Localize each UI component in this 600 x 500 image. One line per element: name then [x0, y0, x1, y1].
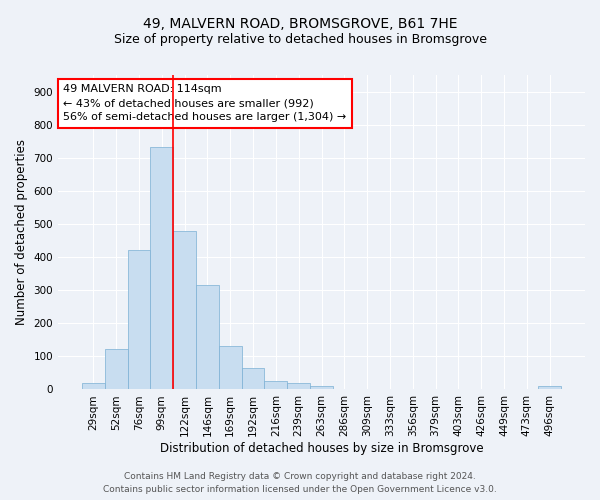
Text: Size of property relative to detached houses in Bromsgrove: Size of property relative to detached ho… [113, 32, 487, 46]
Bar [287, 383, 310, 390]
Bar [196, 285, 219, 390]
Text: Contains HM Land Registry data © Crown copyright and database right 2024.
Contai: Contains HM Land Registry data © Crown c… [103, 472, 497, 494]
X-axis label: Distribution of detached houses by size in Bromsgrove: Distribution of detached houses by size … [160, 442, 484, 455]
Bar [105, 349, 128, 390]
Text: 49 MALVERN ROAD: 114sqm
← 43% of detached houses are smaller (992)
56% of semi-d: 49 MALVERN ROAD: 114sqm ← 43% of detache… [64, 84, 347, 122]
Bar [128, 250, 151, 390]
Y-axis label: Number of detached properties: Number of detached properties [15, 139, 28, 325]
Bar [310, 386, 333, 390]
Bar [242, 368, 265, 390]
Text: 49, MALVERN ROAD, BROMSGROVE, B61 7HE: 49, MALVERN ROAD, BROMSGROVE, B61 7HE [143, 18, 457, 32]
Bar [82, 383, 105, 390]
Bar [265, 381, 287, 390]
Bar [151, 147, 173, 390]
Bar [219, 346, 242, 390]
Bar [538, 386, 561, 390]
Bar [173, 230, 196, 390]
